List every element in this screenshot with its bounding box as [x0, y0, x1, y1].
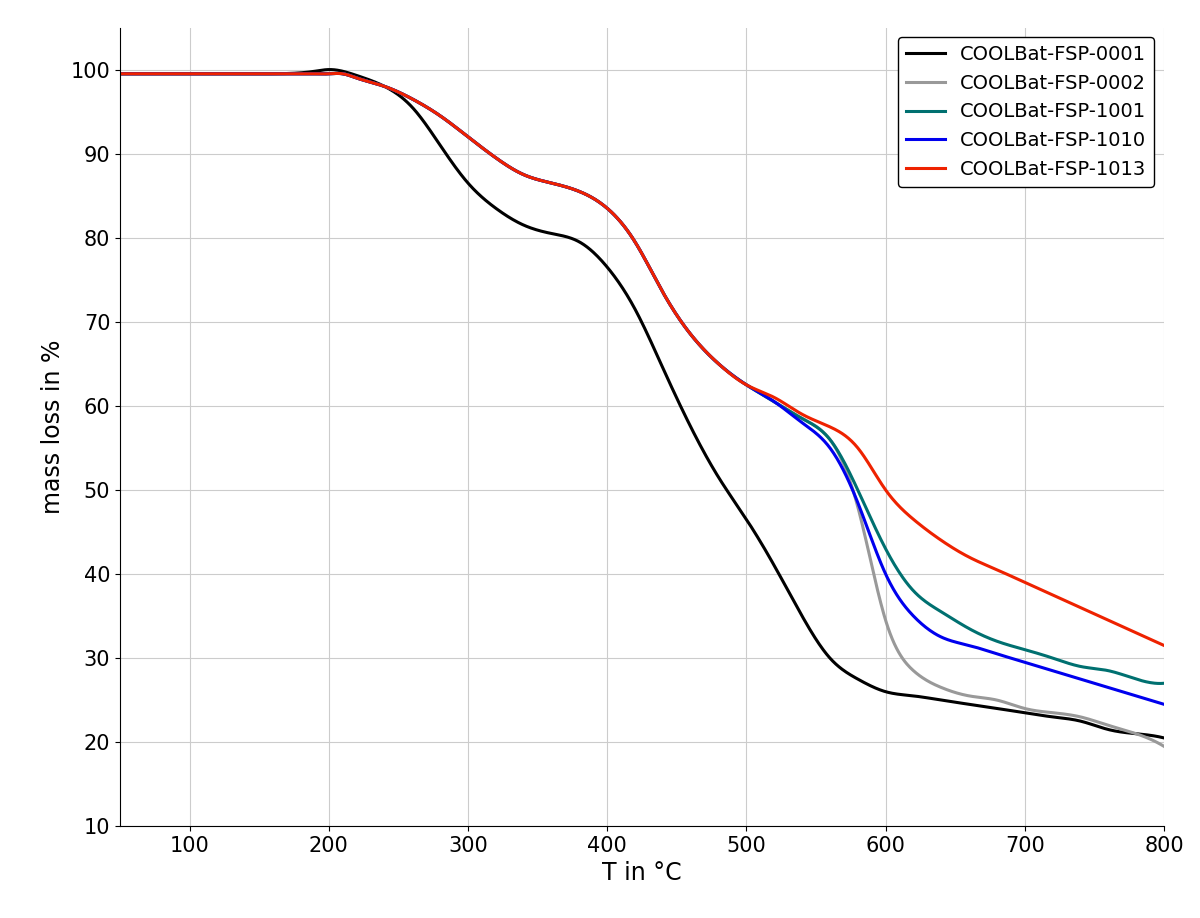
COOLBat-FSP-0001 — [220, 68, 234, 79]
COOLBat-FSP-1001 — [1153, 678, 1168, 689]
COOLBat-FSP-1013 — [330, 68, 344, 79]
COOLBat-FSP-1010 — [928, 628, 942, 639]
COOLBat-FSP-0001 — [1157, 733, 1171, 744]
X-axis label: T in °C: T in °C — [602, 861, 682, 886]
COOLBat-FSP-0002 — [574, 186, 588, 197]
COOLBat-FSP-1010 — [830, 454, 845, 465]
COOLBat-FSP-0002 — [113, 68, 127, 79]
COOLBat-FSP-1010 — [536, 175, 551, 186]
COOLBat-FSP-0002 — [947, 687, 961, 698]
COOLBat-FSP-0002 — [330, 68, 344, 79]
Y-axis label: mass loss in %: mass loss in % — [41, 340, 65, 514]
COOLBat-FSP-0002 — [1157, 741, 1171, 752]
COOLBat-FSP-1001 — [220, 68, 234, 79]
COOLBat-FSP-1001 — [330, 68, 344, 79]
COOLBat-FSP-1013 — [830, 425, 845, 436]
COOLBat-FSP-1001 — [928, 602, 942, 613]
COOLBat-FSP-1013 — [220, 68, 234, 79]
COOLBat-FSP-0001 — [536, 226, 551, 237]
COOLBat-FSP-1001 — [947, 614, 961, 625]
COOLBat-FSP-1013 — [1157, 640, 1171, 651]
COOLBat-FSP-0001 — [323, 64, 337, 75]
COOLBat-FSP-1013 — [536, 175, 551, 186]
COOLBat-FSP-0001 — [947, 697, 961, 708]
COOLBat-FSP-1001 — [574, 186, 588, 197]
COOLBat-FSP-1010 — [330, 68, 344, 79]
COOLBat-FSP-0002 — [928, 679, 942, 690]
COOLBat-FSP-1013 — [947, 543, 961, 554]
COOLBat-FSP-1010 — [947, 636, 961, 647]
COOLBat-FSP-0001 — [928, 694, 942, 705]
COOLBat-FSP-0001 — [830, 660, 845, 671]
Line: COOLBat-FSP-1010: COOLBat-FSP-1010 — [120, 73, 1164, 704]
COOLBat-FSP-0002 — [830, 447, 845, 458]
COOLBat-FSP-1010 — [1157, 699, 1171, 710]
COOLBat-FSP-1013 — [574, 186, 588, 197]
COOLBat-FSP-0002 — [536, 175, 551, 186]
Line: COOLBat-FSP-0001: COOLBat-FSP-0001 — [120, 70, 1164, 738]
COOLBat-FSP-1010 — [574, 186, 588, 197]
Line: COOLBat-FSP-1013: COOLBat-FSP-1013 — [120, 73, 1164, 645]
COOLBat-FSP-1001 — [830, 445, 845, 456]
COOLBat-FSP-1001 — [536, 175, 551, 186]
Line: COOLBat-FSP-0002: COOLBat-FSP-0002 — [120, 73, 1164, 746]
Legend: COOLBat-FSP-0001, COOLBat-FSP-0002, COOLBat-FSP-1001, COOLBat-FSP-1010, COOLBat-: COOLBat-FSP-0001, COOLBat-FSP-0002, COOL… — [898, 38, 1154, 186]
COOLBat-FSP-1013 — [928, 531, 942, 542]
COOLBat-FSP-1010 — [220, 68, 234, 79]
COOLBat-FSP-0002 — [220, 68, 234, 79]
COOLBat-FSP-1013 — [113, 68, 127, 79]
Line: COOLBat-FSP-1001: COOLBat-FSP-1001 — [120, 73, 1164, 684]
COOLBat-FSP-0001 — [113, 68, 127, 79]
COOLBat-FSP-1010 — [113, 68, 127, 79]
COOLBat-FSP-1001 — [1157, 677, 1171, 688]
COOLBat-FSP-0001 — [574, 237, 588, 248]
COOLBat-FSP-1001 — [113, 68, 127, 79]
